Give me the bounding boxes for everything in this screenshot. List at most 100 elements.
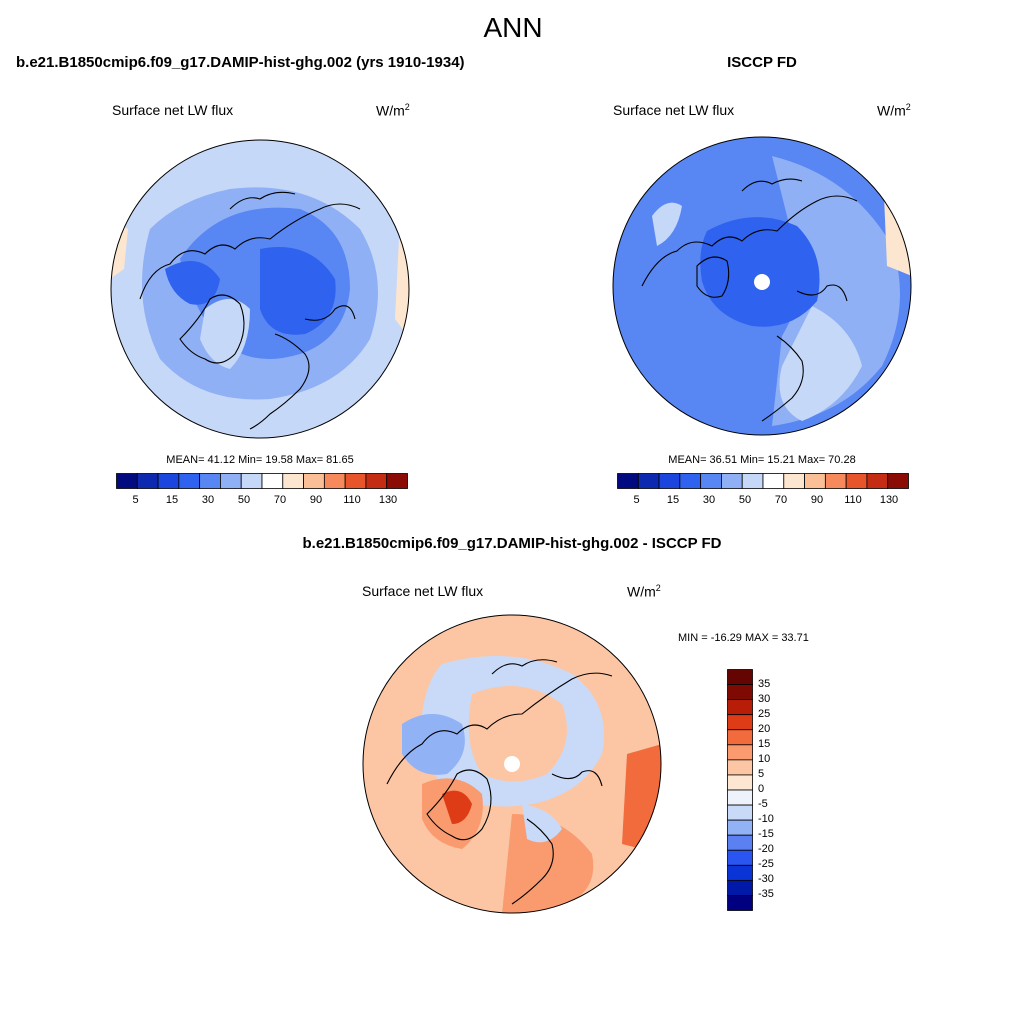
panel-b-colorbar xyxy=(617,473,909,489)
panel-a-units: W/m2 xyxy=(376,102,410,119)
panel-c-cb-label: 20 xyxy=(758,723,771,735)
page-title: ANN xyxy=(483,12,543,43)
panel-a-cb-label: 110 xyxy=(343,494,361,506)
colorbar-box xyxy=(261,473,284,489)
panel-c-stats: MIN = -16.29 MAX = 33.71 xyxy=(678,632,809,644)
panel-b-cb-label: 5 xyxy=(633,494,640,506)
panel-b-cb-label: 50 xyxy=(738,494,752,506)
colorbar-box xyxy=(887,473,909,489)
colorbar-box xyxy=(727,864,753,881)
panel-c-polar-map xyxy=(362,614,662,914)
panel-a-cb-label: 15 xyxy=(165,494,179,506)
colorbar-box xyxy=(365,473,388,489)
panel-a-cb-label: 50 xyxy=(237,494,251,506)
colorbar-box xyxy=(727,849,753,866)
colorbar-box xyxy=(386,473,408,489)
panel-b-map-border xyxy=(612,136,912,436)
colorbar-box xyxy=(116,473,138,489)
panel-a-colorbar-boxes xyxy=(116,473,408,489)
colorbar-box xyxy=(727,774,753,791)
panel-c-cb-label: -5 xyxy=(758,798,768,810)
colorbar-box xyxy=(866,473,889,489)
panel-b-title: ISCCP FD xyxy=(727,54,797,71)
panel-c-cb-label: 10 xyxy=(758,753,771,765)
panel-a-map-border xyxy=(110,139,410,439)
colorbar-box xyxy=(282,473,304,489)
panel-c-units: W/m2 xyxy=(627,583,661,600)
panel-a-arctic-core xyxy=(260,247,336,335)
colorbar-box xyxy=(658,473,681,489)
colorbar-box xyxy=(727,819,753,836)
colorbar-box xyxy=(727,699,753,716)
colorbar-box xyxy=(727,879,753,896)
panel-c-title: b.e21.B1850cmip6.f09_g17.DAMIP-hist-ghg.… xyxy=(302,535,722,552)
colorbar-box xyxy=(762,473,785,489)
panel-c-cb-label: 25 xyxy=(758,708,771,720)
panel-b-cb-label: 30 xyxy=(702,494,716,506)
panel-b-units: W/m2 xyxy=(877,102,911,119)
colorbar-box xyxy=(727,804,753,821)
panel-a-colorbar-labels: 5 15 30 50 70 90 110 130 xyxy=(116,494,408,508)
panel-c-cb-label: 0 xyxy=(758,783,765,795)
panel-b-polar-map xyxy=(612,136,912,436)
panel-c-variable-label: Surface net LW flux xyxy=(362,583,484,599)
panel-c-cb-label: -15 xyxy=(758,828,774,840)
panel-c-colorbar-boxes xyxy=(727,669,753,911)
colorbar-box xyxy=(727,789,753,806)
panel-c-barents-cool xyxy=(522,804,562,843)
panel-b-cb-label: 110 xyxy=(844,494,862,506)
panel-a-variable-label: Surface net LW flux xyxy=(112,102,234,118)
panel-c-archipelago-cool xyxy=(402,714,465,775)
panel-b-pole-missing xyxy=(754,274,770,290)
panel-c-cb-label: 30 xyxy=(758,693,771,705)
colorbar-box xyxy=(157,473,180,489)
panel-c-cb-label: -20 xyxy=(758,843,774,855)
panel-b-cb-label: 90 xyxy=(810,494,824,506)
colorbar-box xyxy=(727,744,753,761)
colorbar-box xyxy=(136,473,159,489)
colorbar-box xyxy=(727,729,753,746)
panel-b-stats: MEAN= 36.51 Min= 15.21 Max= 70.28 xyxy=(668,454,856,466)
colorbar-box xyxy=(617,473,639,489)
panel-b-variable-label: Surface net LW flux xyxy=(613,102,735,118)
panel-c-cb-label: -25 xyxy=(758,858,774,870)
panel-c-cb-label: -30 xyxy=(758,873,774,885)
colorbar-box xyxy=(824,473,847,489)
panel-b-scandinavia xyxy=(779,306,862,421)
colorbar-box xyxy=(721,473,743,489)
colorbar-box xyxy=(679,473,702,489)
colorbar-box xyxy=(727,684,753,701)
panel-b-cb-label: 70 xyxy=(774,494,788,506)
panel-b-coastlines xyxy=(641,178,858,422)
panel-b-cb-label: 15 xyxy=(666,494,680,506)
panel-c-greenland-hot xyxy=(442,790,472,824)
panel-b-arctic-core xyxy=(700,217,820,327)
panel-b-colorbar-labels: 5 15 30 50 70 90 110 130 xyxy=(617,494,909,508)
panel-a-colorbar xyxy=(116,473,408,489)
colorbar-box xyxy=(741,473,764,489)
panel-c-cb-label: -10 xyxy=(758,813,774,825)
colorbar-box xyxy=(199,473,221,489)
colorbar-box xyxy=(727,834,753,851)
panel-c-cb-label: 5 xyxy=(758,768,765,780)
panel-c-coastlines xyxy=(386,659,613,905)
panel-c-map-border xyxy=(362,614,662,914)
panel-b-cb-label: 130 xyxy=(879,494,899,506)
colorbar-box xyxy=(240,473,263,489)
colorbar-box xyxy=(178,473,201,489)
colorbar-box xyxy=(344,473,367,489)
colorbar-box xyxy=(220,473,242,489)
panel-a-cb-label: 5 xyxy=(132,494,139,506)
colorbar-box xyxy=(700,473,722,489)
panel-a-coastlines xyxy=(139,191,361,430)
colorbar-box xyxy=(783,473,805,489)
colorbar-box xyxy=(727,669,753,685)
panel-a-cb-label: 30 xyxy=(201,494,215,506)
panel-b-colorbar-boxes xyxy=(617,473,909,489)
colorbar-box xyxy=(727,714,753,731)
panel-a-stats: MEAN= 41.12 Min= 19.58 Max= 81.65 xyxy=(166,454,354,466)
panel-c-colorbar-labels: 35 30 25 20 15 10 5 0 -5 -10 -15 -20 -25… xyxy=(758,669,798,911)
panel-b-bering-patch xyxy=(652,202,682,246)
panel-b-warm-right xyxy=(884,196,911,276)
panel-a-cb-label: 130 xyxy=(378,494,398,506)
